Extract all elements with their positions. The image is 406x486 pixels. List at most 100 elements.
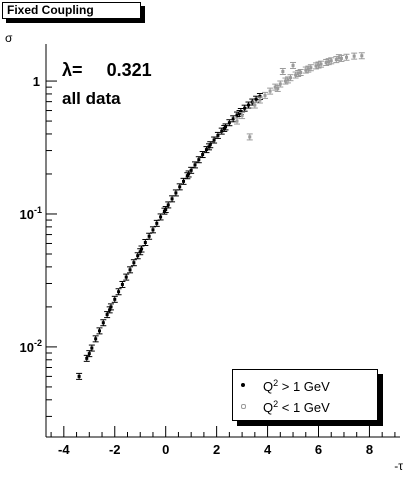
data-point-low-q2 [351, 52, 358, 60]
data-point-high-q2 [199, 151, 206, 159]
data-point-high-q2 [162, 206, 169, 214]
data-point-low-q2 [246, 133, 253, 141]
legend-text-low: < 1 GeV [278, 400, 330, 415]
marker [182, 179, 186, 183]
x-tick-label: 8 [366, 442, 373, 457]
data-point-low-q2 [284, 76, 291, 84]
x-tick-label: -4 [58, 442, 70, 457]
marker [231, 117, 235, 121]
x-tick-label: 6 [315, 442, 322, 457]
marker [235, 119, 239, 123]
marker [222, 126, 226, 130]
marker [101, 321, 105, 325]
marker [281, 69, 285, 73]
marker [85, 356, 89, 360]
data-point-high-q2 [119, 280, 126, 288]
data-point-high-q2 [241, 104, 248, 112]
data-point-high-q2 [226, 119, 233, 127]
data-point-high-q2 [230, 115, 237, 123]
marker [216, 133, 220, 137]
marker [138, 250, 142, 254]
marker [314, 64, 318, 68]
marker [299, 70, 303, 74]
marker [360, 54, 364, 58]
marker [319, 62, 323, 66]
marker [239, 110, 243, 114]
marker [77, 374, 81, 378]
data-point-high-q2 [86, 350, 93, 358]
marker [87, 352, 91, 356]
marker [263, 93, 267, 97]
marker [248, 135, 252, 139]
legend-q-high: Q [263, 379, 274, 394]
data-point-high-q2 [142, 239, 149, 247]
legend-box: Q2 > 1 GeV Q2 < 1 GeV [232, 369, 378, 421]
marker [286, 78, 290, 82]
marker [294, 73, 298, 77]
legend-marker-high [241, 383, 245, 387]
data-point-low-q2 [305, 65, 312, 73]
data-point-high-q2 [153, 219, 160, 227]
marker [224, 125, 228, 129]
marker [166, 203, 170, 207]
marker [329, 59, 333, 63]
data-point-low-q2 [262, 91, 269, 99]
marker [283, 79, 287, 83]
marker [258, 98, 262, 102]
data-point-low-q2 [315, 61, 322, 69]
axis-labels: -4 -2 0 2 4 6 8 10-2 10-1 1 -τ σ [5, 31, 403, 473]
marker [212, 138, 216, 142]
marker [352, 54, 356, 58]
data-point-low-q2 [239, 112, 246, 120]
data-point-high-q2 [106, 306, 113, 314]
lambda-label: λ= [62, 60, 83, 80]
marker [120, 282, 124, 286]
data-point-low-q2 [343, 53, 350, 61]
marker [278, 82, 282, 86]
data-point-low-q2 [256, 96, 263, 104]
marker [337, 56, 341, 60]
x-tick-label: 2 [213, 442, 220, 457]
marker [201, 153, 205, 157]
data-markers [76, 52, 365, 380]
marker [143, 241, 147, 245]
axis-ticks [46, 80, 396, 437]
marker [136, 254, 140, 258]
data-point-low-q2 [358, 52, 365, 60]
marker [339, 56, 343, 60]
data-point-high-q2 [115, 288, 122, 296]
lambda-value: 0.321 [106, 60, 152, 80]
marker [124, 275, 128, 279]
marker [162, 209, 166, 213]
marker [151, 228, 155, 232]
data-point-high-q2 [195, 156, 202, 164]
data-point-high-q2 [127, 266, 134, 274]
data-point-low-q2 [279, 67, 286, 75]
marker [238, 112, 242, 116]
data-point-low-q2 [335, 54, 342, 62]
marker [187, 172, 191, 176]
y-tick-label: 1 [33, 74, 40, 89]
legend-q-low: Q [263, 400, 274, 415]
legend-text-high: > 1 GeV [278, 379, 330, 394]
data-point-low-q2 [274, 84, 281, 92]
y-tick-label: 10-2 [20, 338, 42, 355]
title-box: Fixed Coupling [2, 2, 146, 24]
data-point-high-q2 [123, 273, 130, 281]
marker [94, 337, 98, 341]
x-axis-label: -τ [394, 459, 403, 473]
marker [291, 63, 295, 67]
legend-marker-low [241, 404, 246, 409]
marker [268, 89, 272, 93]
data-point-high-q2 [100, 319, 107, 327]
data-point-high-q2 [214, 131, 221, 139]
y-tick-label: 10-1 [20, 205, 42, 222]
legend-sup-low: 2 [273, 399, 279, 409]
marker [306, 67, 310, 71]
subset-annotation: all data [62, 89, 121, 108]
plot-frame [45, 44, 400, 438]
data-point-low-q2 [251, 101, 258, 109]
marker [128, 268, 132, 272]
marker [108, 308, 112, 312]
marker [317, 63, 321, 67]
